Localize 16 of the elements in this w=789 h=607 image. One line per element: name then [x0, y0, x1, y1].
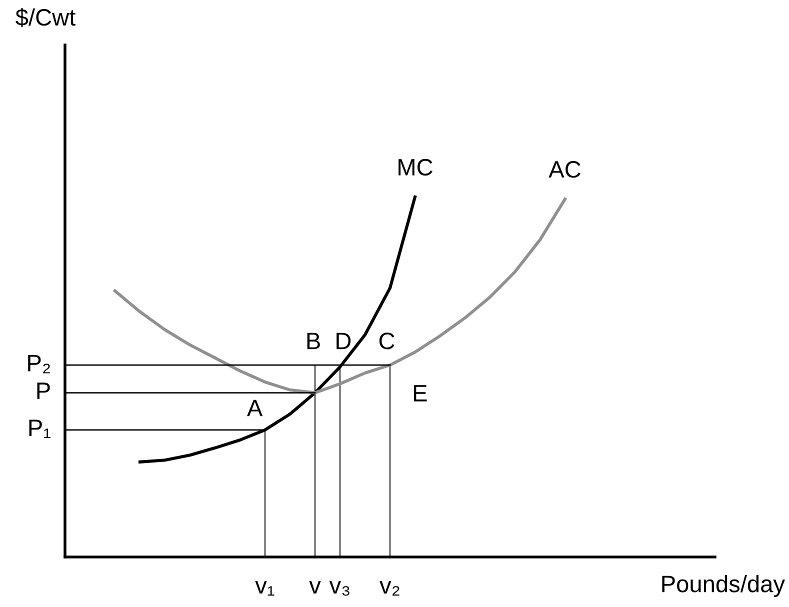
x-tick-label: v₁: [255, 581, 274, 596]
series-label: P: [37, 382, 50, 399]
series-label: P₁: [29, 420, 50, 438]
x-tick-label: v₂: [380, 581, 400, 596]
annotation: E: [414, 385, 427, 402]
annotation: B: [307, 332, 320, 350]
annotation: A: [246, 400, 263, 416]
annotation: D: [336, 332, 351, 350]
series-label: AC: [548, 161, 580, 178]
x-tick-label: v₃: [329, 581, 350, 596]
text: $/Cwt: [16, 8, 76, 28]
series-label: P₂: [28, 354, 50, 374]
x-tick-label: v: [309, 581, 321, 594]
series-label: MC: [398, 158, 432, 176]
annotation: C: [379, 332, 394, 350]
x-axis-title: Pounds/day: [662, 574, 785, 597]
